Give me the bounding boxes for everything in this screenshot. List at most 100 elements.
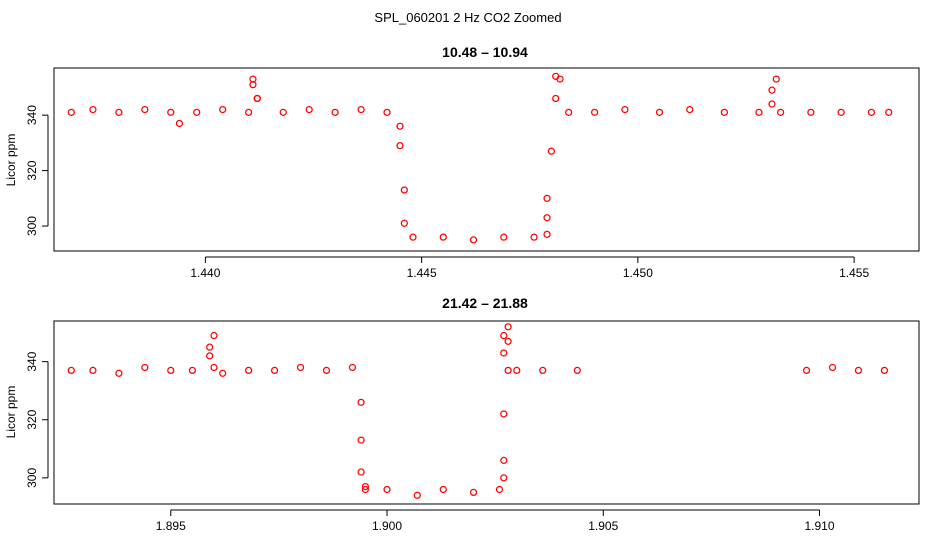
top-data-point bbox=[686, 105, 694, 114]
top-data-point bbox=[141, 105, 149, 114]
top-data-point bbox=[439, 233, 447, 241]
bottom-data-point bbox=[357, 436, 365, 444]
bottom-plot-frame bbox=[53, 320, 920, 505]
bottom-x-tick-label: 1.900 bbox=[372, 519, 402, 533]
bottom-data-point bbox=[210, 331, 218, 340]
top-data-point bbox=[175, 119, 184, 128]
bottom-data-point bbox=[504, 366, 512, 375]
top-y-axis: 300 320 340 bbox=[25, 105, 49, 236]
top-data-points bbox=[67, 72, 893, 244]
top-y-axis-label: Licor ppm bbox=[4, 134, 18, 187]
top-data-point bbox=[249, 81, 257, 89]
top-data-point bbox=[383, 108, 391, 116]
top-data-point bbox=[543, 194, 551, 202]
top-data-point bbox=[279, 108, 287, 116]
bottom-data-point bbox=[322, 366, 331, 375]
bottom-data-point bbox=[500, 331, 508, 340]
bottom-data-point bbox=[115, 369, 123, 377]
top-data-point bbox=[621, 105, 629, 114]
top-data-point bbox=[547, 147, 555, 155]
top-y-tick-label: 300 bbox=[25, 216, 39, 236]
top-data-point bbox=[115, 108, 123, 116]
bottom-data-point bbox=[828, 363, 837, 372]
top-x-axis: 1.440 1.445 1.450 1.455 bbox=[190, 256, 869, 280]
bottom-data-point bbox=[500, 410, 508, 418]
top-data-point bbox=[768, 86, 776, 94]
bottom-data-point bbox=[188, 366, 197, 375]
bottom-data-point bbox=[500, 349, 508, 357]
bottom-data-point bbox=[802, 366, 811, 375]
bottom-y-axis: 300 320 340 bbox=[25, 351, 49, 488]
bottom-data-point bbox=[357, 468, 365, 476]
top-plot-frame bbox=[53, 67, 920, 252]
bottom-x-tick-label: 1.905 bbox=[588, 519, 618, 533]
top-data-point bbox=[193, 108, 201, 116]
bottom-y-tick-label: 320 bbox=[25, 409, 39, 429]
bottom-data-point bbox=[439, 485, 447, 494]
top-data-point bbox=[253, 94, 261, 103]
bottom-data-point bbox=[854, 366, 863, 375]
bottom-x-axis: 1.895 1.900 1.905 1.910 bbox=[156, 509, 835, 533]
bottom-data-point bbox=[880, 366, 889, 375]
top-data-point bbox=[543, 230, 551, 238]
top-data-point bbox=[720, 108, 728, 116]
bottom-data-point bbox=[89, 366, 97, 375]
top-data-point bbox=[67, 108, 75, 116]
bottom-data-point bbox=[219, 369, 227, 377]
top-data-point bbox=[357, 105, 365, 114]
top-x-tick-label: 1.455 bbox=[839, 266, 869, 280]
top-x-tick-label: 1.450 bbox=[623, 266, 653, 280]
figure-title: SPL_060201 2 Hz CO2 Zoomed bbox=[374, 10, 561, 25]
top-y-tick-label: 340 bbox=[25, 105, 39, 125]
bottom-data-point bbox=[270, 366, 279, 375]
bottom-data-point bbox=[383, 485, 391, 494]
top-data-point bbox=[396, 142, 404, 150]
bottom-data-point bbox=[413, 491, 421, 499]
bottom-data-point bbox=[513, 366, 521, 375]
top-data-point bbox=[543, 214, 551, 222]
bottom-panel-title: 21.42 – 21.88 bbox=[442, 295, 528, 311]
top-data-point bbox=[400, 186, 408, 194]
bottom-data-point bbox=[500, 474, 508, 482]
top-data-point bbox=[807, 108, 815, 116]
top-data-point bbox=[500, 233, 508, 241]
top-data-point bbox=[655, 108, 664, 116]
top-data-point bbox=[591, 108, 599, 116]
top-data-point bbox=[556, 75, 564, 83]
bottom-data-points bbox=[67, 323, 889, 499]
top-data-point bbox=[772, 75, 780, 83]
top-y-tick-label: 320 bbox=[25, 160, 39, 180]
top-data-point bbox=[331, 108, 339, 116]
bottom-data-point bbox=[141, 363, 149, 372]
bottom-data-point bbox=[245, 366, 253, 375]
top-data-point bbox=[409, 233, 417, 241]
top-data-point bbox=[867, 108, 876, 116]
bottom-x-tick-label: 1.895 bbox=[156, 519, 186, 533]
bottom-data-point bbox=[504, 323, 512, 331]
top-data-point bbox=[885, 108, 893, 116]
bottom-data-point bbox=[206, 343, 214, 351]
bottom-data-point bbox=[357, 398, 365, 406]
bottom-data-point bbox=[469, 488, 478, 497]
top-data-point bbox=[400, 219, 408, 227]
top-data-point bbox=[530, 233, 538, 241]
top-data-point bbox=[469, 236, 478, 244]
bottom-data-point bbox=[296, 363, 305, 372]
bottom-y-tick-label: 300 bbox=[25, 468, 39, 488]
bottom-data-point bbox=[361, 482, 370, 491]
top-data-point bbox=[396, 122, 404, 130]
top-x-tick-label: 1.440 bbox=[190, 266, 220, 280]
top-data-point bbox=[167, 108, 175, 116]
top-data-point bbox=[837, 108, 845, 116]
top-x-tick-label: 1.445 bbox=[407, 266, 437, 280]
top-data-point bbox=[755, 108, 763, 116]
top-data-point bbox=[776, 108, 785, 116]
bottom-data-point bbox=[167, 366, 175, 375]
bottom-data-point bbox=[67, 366, 75, 375]
top-panel-title: 10.48 – 10.94 bbox=[442, 44, 528, 60]
bottom-data-point bbox=[504, 337, 512, 345]
bottom-data-point bbox=[500, 456, 508, 465]
